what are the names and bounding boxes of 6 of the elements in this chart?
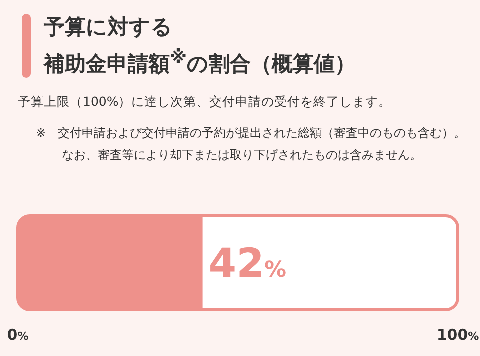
chart-subtitle: 予算上限（100%）に達し次第、交付申請の受付を終了します。 <box>18 94 392 111</box>
x-tick-label: 0% <box>7 326 29 344</box>
data-label: 42% <box>208 241 287 287</box>
chart-title: 予算に対する補助金申請額$^{※}$の割合（概算値） <box>44 14 358 78</box>
text: ※ 交付申請および交付申請の予約が提出された総額（審査中のものも含む）。なお、審査等により却下または取り下げされたものは含みません。 <box>36 125 468 164</box>
x-tick-label: 100% <box>436 326 480 344</box>
